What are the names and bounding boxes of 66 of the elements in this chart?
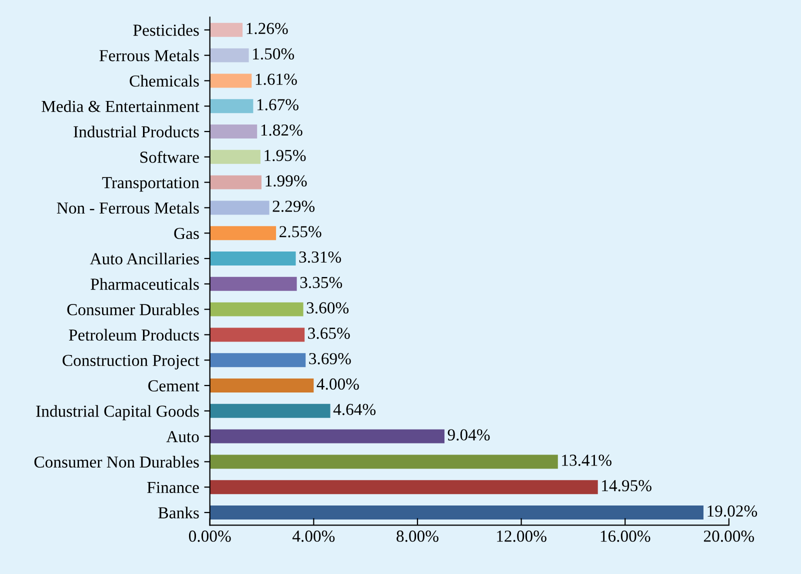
data-label: 1.99% [266, 175, 307, 187]
y-tick-label: Banks [158, 506, 199, 518]
y-tick-label: Finance [147, 482, 199, 494]
y-tick-label: Consumer Non Durables [34, 456, 199, 468]
bar [210, 276, 297, 291]
data-label: 2.29% [272, 200, 315, 212]
data-label: 1.82% [261, 124, 302, 136]
y-tick-label: Pharmaceuticals [90, 278, 199, 290]
bar [210, 353, 306, 368]
bar [210, 124, 258, 139]
bar [210, 252, 296, 266]
bar [210, 302, 304, 316]
y-tick-label: Cement [148, 380, 200, 392]
y-tick-label: Industrial Products [74, 126, 199, 138]
bar [210, 480, 598, 494]
bar [210, 99, 254, 114]
data-label: 3.69% [309, 353, 351, 364]
y-tick-label: Gas [174, 228, 199, 240]
data-label: 1.67% [257, 99, 298, 110]
bar [210, 74, 252, 88]
y-tick-label: Consumer Durables [67, 304, 199, 316]
y-tick-label: Software [140, 150, 199, 163]
data-label: 1.50% [253, 48, 294, 60]
y-tick-label: Media & Entertainment [42, 100, 200, 112]
bar [210, 454, 558, 469]
x-tick-label: 0.00% [188, 530, 231, 542]
y-tick-label: Pesticides [133, 24, 199, 36]
y-tick-label: Auto [166, 431, 199, 442]
bar [210, 429, 444, 444]
x-tick-label: 16.00% [600, 530, 650, 542]
y-tick-label: Chemicals [130, 74, 199, 87]
bar [210, 22, 243, 37]
bar [210, 48, 249, 62]
y-tick-label: Ferrous Metals [99, 50, 199, 62]
x-tick-label: 12.00% [497, 530, 546, 542]
y-tick-label: Industrial Capital Goods [36, 405, 199, 420]
bar [210, 200, 270, 215]
x-tick-label: 8.00% [396, 530, 438, 542]
y-tick-label: Non - Ferrous Metals [56, 202, 199, 214]
data-label: 3.65% [308, 328, 350, 339]
y-tick-label: Transportation [102, 177, 200, 192]
data-label: 9.04% [448, 429, 490, 441]
data-label: 1.61% [256, 74, 297, 85]
bar [210, 506, 704, 520]
y-tick-label: Auto Ancillaries [90, 252, 199, 264]
x-tick-label: 4.00% [292, 530, 335, 542]
bar [210, 404, 330, 418]
data-label: 1.95% [264, 150, 306, 162]
bar [210, 150, 260, 164]
data-label: 19.02% [708, 505, 758, 517]
data-label: 2.55% [280, 226, 322, 238]
y-tick-label: Petroleum Products [68, 328, 199, 341]
bar [210, 328, 305, 342]
data-label: 4.64% [333, 404, 376, 416]
y-tick-label: Construction Project [62, 354, 200, 370]
x-tick-label: 20.00% [704, 530, 754, 542]
data-label: 1.26% [246, 22, 288, 34]
data-label: 3.35% [300, 276, 342, 288]
data-label: 3.31% [299, 251, 342, 263]
data-label: 4.00% [316, 378, 359, 390]
bar [210, 226, 276, 240]
bar [210, 175, 262, 190]
data-label: 14.95% [602, 480, 652, 492]
data-label: 13.41% [562, 454, 612, 466]
bar [210, 378, 314, 392]
data-label: 3.60% [306, 302, 349, 314]
